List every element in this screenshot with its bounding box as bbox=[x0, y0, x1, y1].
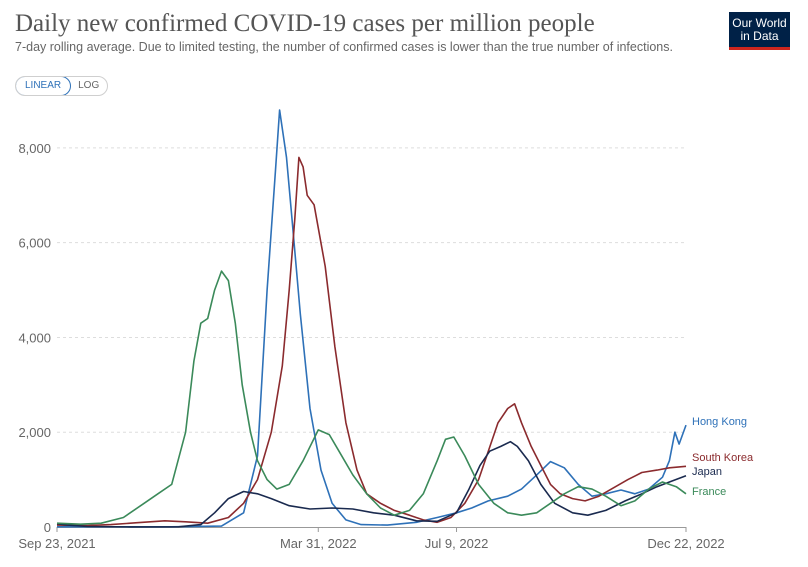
x-tick-label: Dec 22, 2022 bbox=[647, 536, 724, 551]
series-label-france: France bbox=[692, 486, 726, 498]
grid-lines bbox=[57, 147, 686, 433]
y-axis-ticks: 0 2,000 4,000 6,000 8,000 bbox=[18, 141, 51, 535]
series-line-france bbox=[56, 270, 687, 525]
x-axis: Sep 23, 2021 Mar 31, 2022 Jul 9, 2022 Dec 2… bbox=[18, 527, 725, 551]
y-tick-label: 4,000 bbox=[18, 330, 51, 345]
x-tick-label: Sep 23, 2021 bbox=[18, 536, 95, 551]
series-line-hong-kong bbox=[57, 109, 687, 528]
chart-title: Daily new confirmed COVID-19 cases per m… bbox=[15, 10, 595, 37]
series-lines bbox=[56, 109, 687, 528]
series-label-japan: Japan bbox=[692, 466, 722, 478]
series-line-japan bbox=[56, 440, 687, 528]
log-scale-button[interactable]: LOG bbox=[78, 80, 100, 91]
series-line-south-korea bbox=[56, 156, 687, 527]
x-tick-label: Jul 9, 2022 bbox=[425, 536, 489, 551]
logo-line-1: Our World bbox=[732, 16, 787, 30]
y-tick-label: 0 bbox=[44, 520, 51, 535]
scale-toggle: LINEAR LOG bbox=[15, 76, 109, 96]
logo-line-2: in Data bbox=[740, 29, 779, 43]
series-labels: Hong Kong South Korea Japan France bbox=[692, 416, 754, 498]
linear-scale-button[interactable]: LINEAR bbox=[16, 77, 72, 95]
owid-logo[interactable]: Our World in Data bbox=[729, 12, 790, 50]
chart-subtitle: 7-day rolling average. Due to limited te… bbox=[15, 40, 673, 54]
y-tick-label: 6,000 bbox=[18, 236, 51, 251]
x-tick-label: Mar 31, 2022 bbox=[280, 536, 357, 551]
y-tick-label: 2,000 bbox=[18, 425, 51, 440]
series-label-hong-kong: Hong Kong bbox=[692, 416, 747, 428]
y-tick-label: 8,000 bbox=[18, 141, 51, 156]
series-label-south-korea: South Korea bbox=[692, 452, 754, 464]
